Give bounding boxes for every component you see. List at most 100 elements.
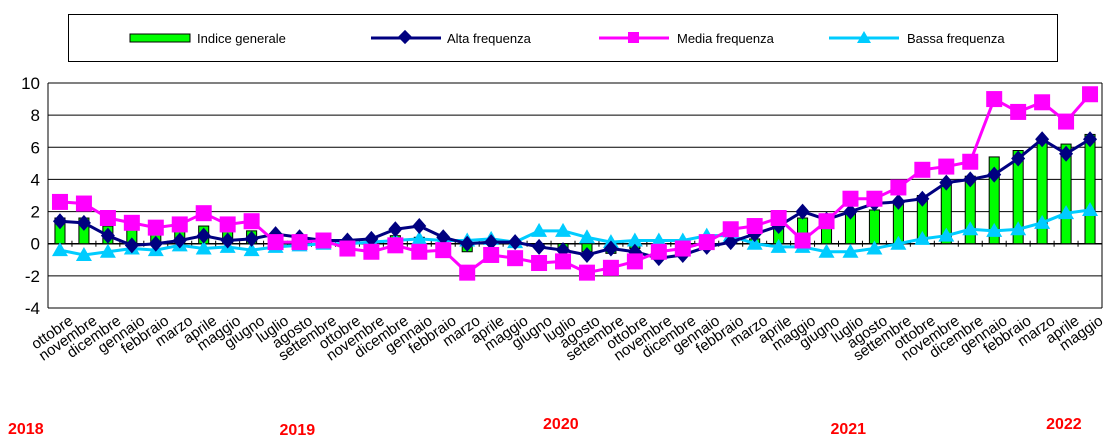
- point-bassa: [1082, 201, 1099, 216]
- point-alta: [364, 230, 379, 247]
- point-alta: [1035, 131, 1050, 148]
- point-alta: [532, 238, 547, 255]
- point-bassa: [866, 240, 883, 255]
- legend-label-3: Bassa frequenza: [907, 31, 1005, 46]
- point-media: [962, 153, 979, 170]
- point-bassa: [986, 222, 1003, 237]
- point-media: [555, 253, 572, 270]
- bar-indice-generale: [1084, 133, 1096, 245]
- legend-label-1: Alta frequenza: [447, 31, 531, 46]
- point-alta: [148, 235, 163, 252]
- point-alta: [100, 227, 115, 244]
- y-tick-label: 10: [21, 74, 40, 93]
- point-media: [1058, 113, 1075, 130]
- point-alta: [172, 232, 187, 249]
- point-media: [339, 240, 356, 257]
- point-bassa: [555, 222, 572, 237]
- point-media: [1082, 86, 1099, 103]
- point-media: [746, 218, 763, 235]
- legend-label-0: Indice generale: [197, 31, 286, 46]
- point-alta: [196, 227, 211, 244]
- point-bassa: [818, 243, 835, 258]
- year-label: 2021: [830, 421, 867, 438]
- point-bassa: [411, 230, 428, 245]
- point-media: [602, 259, 619, 276]
- bar-indice-generale: [1060, 143, 1072, 245]
- point-media: [75, 195, 92, 212]
- point-bassa: [578, 229, 595, 244]
- point-alta: [412, 218, 427, 235]
- point-bassa: [746, 235, 763, 250]
- point-media: [626, 253, 643, 270]
- point-bassa: [1010, 221, 1027, 236]
- legend: Indice generale Alta frequenza Media fre…: [68, 14, 1058, 62]
- point-bassa: [938, 227, 955, 242]
- point-media: [698, 234, 715, 251]
- point-media: [986, 91, 1003, 108]
- point-bassa: [99, 243, 116, 258]
- point-media: [123, 214, 140, 231]
- point-media: [99, 210, 116, 226]
- point-alta: [723, 234, 738, 251]
- y-tick-label: 4: [31, 170, 40, 189]
- bar-indice-generale: [1012, 150, 1024, 245]
- point-alta: [484, 234, 499, 251]
- point-alta: [124, 237, 139, 254]
- point-bassa: [1034, 214, 1051, 229]
- point-media: [578, 264, 595, 281]
- point-media: [1010, 103, 1027, 120]
- point-alta: [795, 203, 810, 220]
- point-bassa: [75, 246, 92, 261]
- point-alta: [1083, 131, 1098, 148]
- point-alta: [244, 230, 259, 247]
- point-bassa: [842, 243, 859, 258]
- year-label: 2020: [543, 416, 579, 433]
- point-media: [842, 190, 859, 207]
- point-alta: [1011, 150, 1026, 167]
- legend-square-icon: [628, 32, 639, 43]
- point-alta: [843, 203, 858, 220]
- y-tick-label: 8: [31, 106, 40, 125]
- line-alta: [59, 137, 1091, 260]
- point-media: [243, 213, 260, 230]
- point-media: [866, 190, 883, 207]
- point-media: [147, 219, 164, 236]
- point-alta: [915, 190, 930, 207]
- y-tick-label: 0: [31, 235, 40, 254]
- year-label: 2018: [8, 421, 44, 438]
- point-media: [291, 234, 308, 251]
- point-alta: [963, 171, 978, 188]
- legend-symbols: [129, 29, 899, 45]
- point-media: [1034, 94, 1051, 111]
- point-alta: [436, 229, 451, 246]
- point-media: [674, 240, 691, 257]
- point-media: [818, 213, 835, 230]
- year-label: 2022: [1046, 416, 1082, 433]
- point-media: [650, 243, 667, 260]
- bar-indice-generale: [988, 156, 1000, 245]
- point-bassa: [51, 242, 68, 257]
- point-media: [483, 246, 500, 263]
- point-bassa: [626, 232, 643, 247]
- point-bassa: [962, 221, 979, 236]
- point-alta: [76, 214, 91, 231]
- point-bassa: [890, 235, 907, 250]
- point-bassa: [650, 232, 667, 247]
- point-alta: [508, 234, 523, 251]
- point-alta: [891, 193, 906, 210]
- point-bassa: [914, 230, 931, 245]
- point-media: [195, 205, 212, 222]
- y-tick-label: 2: [31, 203, 40, 222]
- point-media: [219, 216, 236, 233]
- point-media: [387, 237, 404, 254]
- bar-indice-generale: [868, 209, 880, 245]
- point-media: [51, 193, 68, 210]
- point-media: [507, 250, 524, 267]
- y-tick-label: -2: [25, 267, 40, 286]
- y-tick-label: -4: [25, 299, 40, 318]
- point-media: [315, 232, 332, 249]
- point-alta: [220, 232, 235, 249]
- point-media: [722, 221, 739, 238]
- point-bassa: [195, 240, 212, 255]
